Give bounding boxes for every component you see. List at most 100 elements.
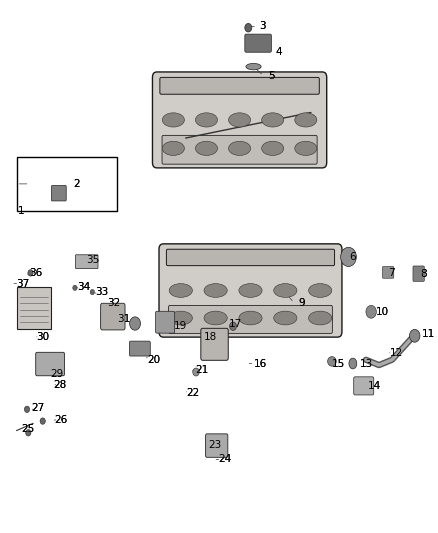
Ellipse shape	[328, 357, 336, 366]
Text: 7: 7	[389, 268, 395, 278]
Text: 33: 33	[95, 287, 108, 297]
Ellipse shape	[295, 113, 317, 127]
Text: 18: 18	[204, 332, 217, 342]
Circle shape	[245, 23, 252, 32]
FancyBboxPatch shape	[245, 34, 272, 52]
Text: 29: 29	[50, 369, 64, 379]
Ellipse shape	[204, 284, 227, 297]
Text: 11: 11	[422, 329, 435, 339]
Text: 22: 22	[187, 389, 200, 398]
Text: 15: 15	[332, 359, 345, 368]
Text: 26: 26	[54, 415, 68, 425]
Text: 23: 23	[208, 440, 222, 450]
Ellipse shape	[204, 311, 227, 325]
Text: 3: 3	[259, 21, 266, 30]
Text: 35: 35	[86, 255, 99, 265]
Text: 7: 7	[389, 268, 395, 278]
Text: 15: 15	[332, 359, 345, 368]
Text: 30: 30	[36, 332, 49, 342]
FancyBboxPatch shape	[166, 249, 335, 265]
Text: 31: 31	[117, 314, 130, 324]
Ellipse shape	[349, 358, 357, 369]
Ellipse shape	[229, 141, 251, 156]
FancyBboxPatch shape	[152, 72, 327, 168]
FancyBboxPatch shape	[162, 135, 317, 164]
Ellipse shape	[169, 284, 192, 297]
Text: 27: 27	[32, 403, 45, 413]
Text: 25: 25	[21, 424, 34, 434]
Text: 24: 24	[219, 455, 232, 464]
Text: 34: 34	[78, 282, 91, 292]
Text: 1: 1	[18, 206, 24, 215]
Text: 5: 5	[268, 71, 275, 80]
FancyBboxPatch shape	[17, 287, 51, 329]
Text: 8: 8	[420, 270, 427, 279]
Ellipse shape	[239, 311, 262, 325]
Bar	[17, 157, 117, 211]
Text: 37: 37	[17, 279, 30, 288]
Ellipse shape	[246, 63, 261, 70]
Text: 28: 28	[53, 380, 67, 390]
Text: 12: 12	[390, 348, 403, 358]
Circle shape	[410, 329, 420, 342]
Text: 20: 20	[147, 355, 160, 365]
FancyBboxPatch shape	[51, 185, 66, 201]
Text: 11: 11	[422, 329, 435, 339]
FancyBboxPatch shape	[354, 377, 374, 395]
Ellipse shape	[239, 284, 262, 297]
Text: 10: 10	[375, 307, 389, 317]
Ellipse shape	[274, 284, 297, 297]
Text: 27: 27	[32, 403, 45, 413]
Text: 16: 16	[254, 359, 267, 368]
FancyBboxPatch shape	[160, 77, 319, 94]
Ellipse shape	[162, 141, 184, 156]
Ellipse shape	[274, 311, 297, 325]
FancyBboxPatch shape	[155, 311, 175, 333]
Circle shape	[28, 270, 33, 276]
FancyBboxPatch shape	[159, 244, 342, 337]
FancyBboxPatch shape	[101, 303, 125, 330]
FancyBboxPatch shape	[129, 341, 150, 356]
Text: 28: 28	[53, 380, 67, 390]
Text: 17: 17	[229, 319, 242, 329]
Text: 29: 29	[50, 369, 64, 379]
Circle shape	[341, 247, 357, 266]
Text: 26: 26	[54, 415, 68, 425]
Ellipse shape	[295, 141, 317, 156]
Text: 8: 8	[420, 270, 427, 279]
Ellipse shape	[261, 141, 284, 156]
Text: 31: 31	[117, 314, 130, 324]
Text: 33: 33	[95, 287, 108, 297]
Text: 6: 6	[350, 252, 356, 262]
Ellipse shape	[130, 317, 141, 330]
Ellipse shape	[195, 141, 218, 156]
Text: 24: 24	[219, 455, 232, 464]
Circle shape	[25, 406, 30, 413]
Circle shape	[230, 322, 237, 330]
Text: 16: 16	[254, 359, 267, 368]
FancyBboxPatch shape	[36, 352, 64, 376]
Text: 9: 9	[298, 298, 305, 308]
Ellipse shape	[229, 113, 251, 127]
FancyBboxPatch shape	[382, 266, 394, 278]
Text: 34: 34	[78, 282, 91, 292]
Circle shape	[366, 305, 376, 318]
Text: 37: 37	[17, 279, 30, 288]
Ellipse shape	[308, 284, 332, 297]
Text: 21: 21	[195, 366, 208, 375]
Text: 10: 10	[375, 307, 389, 317]
Text: 13: 13	[360, 359, 373, 368]
Text: 30: 30	[36, 332, 49, 342]
Text: 2: 2	[73, 179, 80, 189]
Text: 18: 18	[204, 332, 217, 342]
FancyBboxPatch shape	[169, 305, 332, 334]
Text: 14: 14	[368, 382, 381, 391]
Text: 17: 17	[229, 319, 242, 329]
Ellipse shape	[195, 113, 218, 127]
Text: 36: 36	[30, 268, 43, 278]
Text: 20: 20	[147, 355, 160, 365]
Text: 35: 35	[86, 255, 99, 265]
Text: 4: 4	[276, 47, 282, 57]
FancyBboxPatch shape	[205, 434, 228, 457]
FancyBboxPatch shape	[75, 255, 98, 269]
